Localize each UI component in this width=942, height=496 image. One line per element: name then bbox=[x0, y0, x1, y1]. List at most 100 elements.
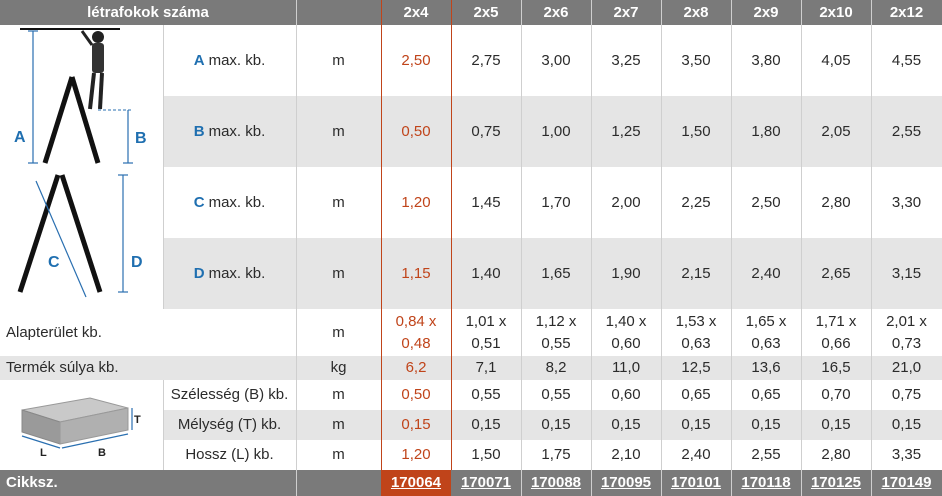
header-size: 2x8 bbox=[683, 3, 709, 21]
value-cell: 0,50 bbox=[401, 122, 431, 140]
header-size: 2x9 bbox=[753, 3, 779, 21]
article-code-link[interactable]: 170095 bbox=[600, 474, 652, 492]
value-cell: 3,30 bbox=[891, 193, 922, 211]
value-cell: 0,15 bbox=[751, 416, 781, 434]
value-cell: 0,65 bbox=[681, 386, 711, 404]
value-cell: 1,45 bbox=[471, 193, 501, 211]
value-cell: 1,25 bbox=[611, 122, 641, 140]
value-cell: 1,65 bbox=[541, 264, 571, 282]
row-label: Mélység (T) kb. bbox=[177, 416, 282, 434]
value-cell: 1,53 x 0,63 bbox=[675, 312, 717, 352]
value-cell: 1,70 bbox=[541, 193, 571, 211]
value-cell: 2,05 bbox=[821, 122, 851, 140]
value-cell: 4,55 bbox=[891, 51, 922, 69]
row-label-text: max. kb. bbox=[208, 193, 266, 211]
value-cell: 7,1 bbox=[475, 359, 497, 377]
table-row-weight: Termék súlya kb. kg 6,2 7,1 8,2 11,0 12,… bbox=[0, 356, 942, 380]
row-label-text: max. kb. bbox=[208, 264, 266, 282]
value-cell: 8,2 bbox=[545, 359, 567, 377]
value-cell: 1,40 x 0,60 bbox=[605, 312, 647, 352]
value-cell: 12,5 bbox=[681, 359, 711, 377]
value-cell: 2,50 bbox=[751, 193, 781, 211]
value-cell: 4,05 bbox=[821, 51, 851, 69]
package-dimensions-diagram: T L B bbox=[21, 397, 141, 459]
value-cell: 3,25 bbox=[611, 51, 641, 69]
value-cell: 0,15 bbox=[821, 416, 851, 434]
value-cell: 0,75 bbox=[891, 386, 922, 404]
unit-cell: m bbox=[332, 122, 345, 140]
article-code-link[interactable]: 170149 bbox=[881, 474, 932, 492]
value-cell: 2,01 x 0,73 bbox=[886, 312, 927, 352]
value-cell: 1,01 x 0,51 bbox=[465, 312, 507, 352]
header-size: 2x5 bbox=[473, 3, 499, 21]
article-code-link[interactable]: 170064 bbox=[381, 470, 451, 496]
value-cell: 2,00 bbox=[611, 193, 641, 211]
value-cell: 1,20 bbox=[401, 446, 431, 464]
value-cell: 0,75 bbox=[471, 122, 501, 140]
unit-cell: m bbox=[332, 264, 345, 282]
article-code-link[interactable]: 170101 bbox=[670, 474, 722, 492]
value-cell: 0,15 bbox=[541, 416, 571, 434]
footer-row: Cikksz. 170064 170071 170088 170095 1701… bbox=[0, 470, 942, 496]
value-cell: 1,71 x 0,66 bbox=[815, 312, 857, 352]
value-cell: 2,10 bbox=[611, 446, 641, 464]
value-cell: 13,6 bbox=[751, 359, 781, 377]
value-cell: 1,75 bbox=[541, 446, 571, 464]
value-cell: 2,55 bbox=[891, 122, 922, 140]
header-size: 2x4 bbox=[403, 3, 429, 21]
value-cell: 3,35 bbox=[891, 446, 922, 464]
value-cell: 1,00 bbox=[541, 122, 571, 140]
value-cell: 0,15 bbox=[471, 416, 501, 434]
value-cell: 3,00 bbox=[541, 51, 571, 69]
value-cell: 1,50 bbox=[471, 446, 501, 464]
row-label: Hossz (L) kb. bbox=[185, 446, 274, 464]
article-code-link[interactable]: 170118 bbox=[741, 474, 791, 492]
value-cell: 0,84 x 0,48 bbox=[395, 312, 437, 352]
row-letter: B bbox=[193, 122, 205, 140]
table-row-depth: Mélység (T) kb. m 0,15 0,15 0,15 0,15 0,… bbox=[0, 410, 942, 440]
article-code-link[interactable]: 170088 bbox=[530, 474, 582, 492]
value-cell: 0,65 bbox=[751, 386, 781, 404]
dimension-letter: A bbox=[14, 129, 26, 146]
value-cell: 3,80 bbox=[751, 51, 781, 69]
header-size: 2x10 bbox=[819, 3, 853, 21]
value-cell: 2,75 bbox=[471, 51, 501, 69]
unit-cell: m bbox=[332, 323, 345, 341]
article-code-link[interactable]: 170071 bbox=[460, 474, 512, 492]
header-size: 2x6 bbox=[543, 3, 569, 21]
value-cell: 6,2 bbox=[405, 359, 427, 377]
value-cell: 3,50 bbox=[681, 51, 711, 69]
footer-label: Cikksz. bbox=[6, 474, 58, 492]
ladder-height-diagram: A B bbox=[14, 28, 147, 164]
value-cell: 0,15 bbox=[401, 416, 431, 434]
value-cell: 2,50 bbox=[401, 51, 431, 69]
value-cell: 1,80 bbox=[751, 122, 781, 140]
unit-cell: m bbox=[332, 386, 345, 404]
header-size: 2x12 bbox=[889, 3, 924, 21]
value-cell: 11,0 bbox=[611, 359, 641, 377]
value-cell: 1,50 bbox=[681, 122, 711, 140]
value-cell: 2,15 bbox=[681, 264, 711, 282]
value-cell: 1,15 bbox=[401, 264, 431, 282]
table-row-width: Szélesség (B) kb. m 0,50 0,55 0,55 0,60 … bbox=[0, 380, 942, 410]
article-code-link[interactable]: 170125 bbox=[810, 474, 862, 492]
ladder-length-diagram: C D bbox=[17, 174, 143, 298]
value-cell: 0,70 bbox=[821, 386, 851, 404]
header-row: létrafokok száma 2x4 2x5 2x6 2x7 2x8 2x9… bbox=[0, 0, 942, 25]
value-cell: 0,50 bbox=[401, 386, 431, 404]
header-title: létrafokok száma bbox=[87, 3, 209, 21]
value-cell: 2,80 bbox=[821, 446, 851, 464]
value-cell: 0,55 bbox=[471, 386, 501, 404]
header-size: 2x7 bbox=[613, 3, 639, 21]
value-cell: 0,60 bbox=[611, 386, 641, 404]
unit-cell: m bbox=[332, 193, 345, 211]
row-label: Termék súlya kb. bbox=[6, 359, 119, 377]
box-dimension-letter: T bbox=[134, 414, 141, 426]
